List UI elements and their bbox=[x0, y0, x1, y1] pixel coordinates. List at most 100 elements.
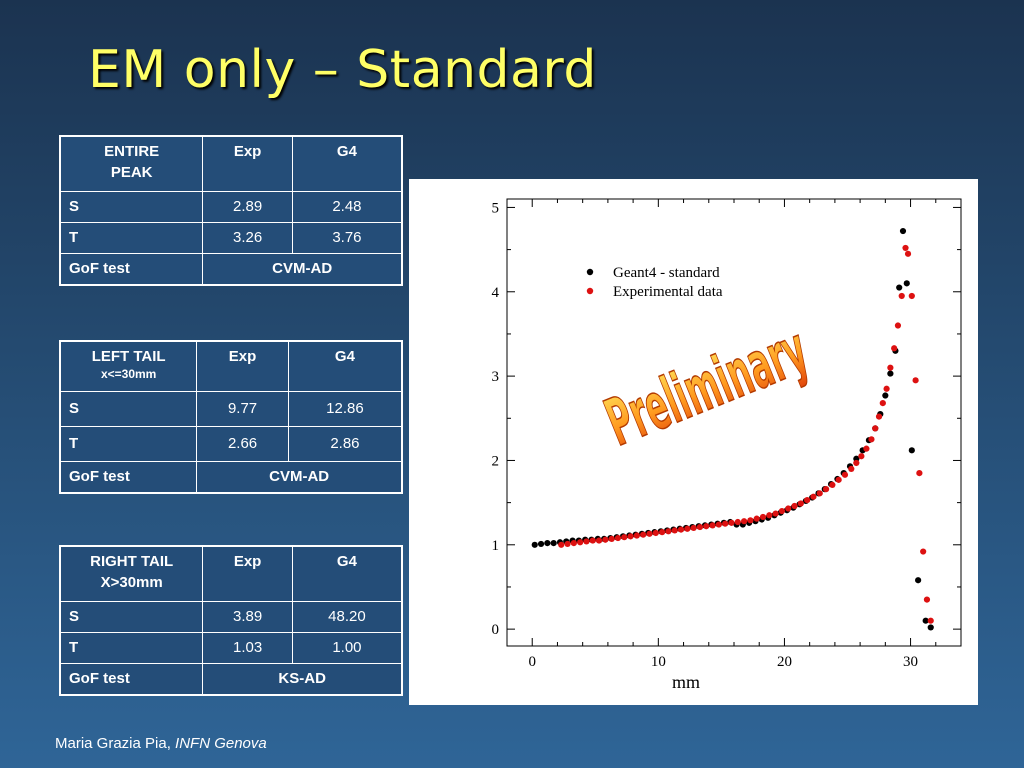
table-row: S 3.89 48.20 bbox=[59, 600, 403, 633]
data-point bbox=[810, 493, 817, 500]
data-point bbox=[848, 465, 855, 472]
table-header-row: ENTIRE PEAK Exp G4 bbox=[59, 135, 403, 192]
table-row: T 3.26 3.76 bbox=[59, 221, 403, 254]
series-experimental bbox=[558, 244, 934, 624]
scatter-chart: 0 10 20 30 0 1 2 3 4 5 mm Preliminary Geant4 - stand… bbox=[492, 198, 962, 692]
data-point bbox=[537, 540, 545, 548]
data-point bbox=[772, 510, 779, 517]
g4-value: 3.76 bbox=[291, 221, 403, 254]
table-row: T 1.03 1.00 bbox=[59, 631, 403, 664]
data-point bbox=[677, 526, 685, 533]
header-line-1: ENTIRE bbox=[104, 143, 160, 160]
exp-value: 2.66 bbox=[196, 425, 289, 462]
header-line-2: PEAK bbox=[110, 164, 153, 181]
x-tick-label: 20 bbox=[777, 654, 792, 670]
data-point bbox=[882, 392, 889, 399]
data-point bbox=[908, 447, 915, 454]
data-point bbox=[778, 507, 786, 515]
data-point bbox=[544, 540, 551, 547]
entire-peak-table: ENTIRE PEAK Exp G4 S 2.89 2.48 T 3.26 3.… bbox=[59, 135, 403, 286]
data-point bbox=[759, 513, 767, 521]
data-point bbox=[583, 538, 590, 545]
footer: Maria Grazia Pia, INFN Genova bbox=[55, 735, 267, 752]
footer-author: Maria Grazia Pia, bbox=[55, 735, 171, 752]
g4-value: 48.20 bbox=[291, 600, 403, 633]
data-point bbox=[804, 496, 811, 504]
data-point bbox=[595, 537, 603, 544]
data-point bbox=[589, 537, 596, 544]
data-point bbox=[709, 522, 716, 529]
data-point bbox=[875, 413, 883, 420]
data-point bbox=[785, 505, 792, 512]
data-point bbox=[863, 445, 870, 452]
data-point bbox=[903, 280, 910, 287]
data-point bbox=[659, 529, 666, 536]
data-point bbox=[665, 528, 672, 535]
data-point bbox=[887, 370, 894, 377]
header-g4: G4 bbox=[287, 340, 403, 392]
exp-value: 2.89 bbox=[202, 190, 293, 223]
data-point bbox=[722, 520, 729, 527]
table-row: GoF test CVM-AD bbox=[59, 252, 403, 285]
g4-value: 12.86 bbox=[287, 390, 403, 427]
data-point bbox=[894, 322, 902, 329]
data-point bbox=[531, 541, 538, 548]
gof-label: GoF test bbox=[59, 460, 198, 493]
row-label: T bbox=[59, 425, 198, 462]
data-point bbox=[883, 385, 890, 392]
data-point bbox=[899, 227, 907, 235]
data-point bbox=[652, 529, 659, 537]
legend-marker bbox=[586, 268, 594, 276]
data-point bbox=[766, 512, 773, 519]
gof-value: KS-AD bbox=[202, 662, 403, 695]
exp-value: 9.77 bbox=[196, 390, 289, 427]
row-label: S bbox=[59, 390, 198, 427]
y-tick-label: 4 bbox=[492, 285, 500, 301]
table-row: T 2.66 2.86 bbox=[59, 425, 403, 462]
row-label: T bbox=[59, 631, 204, 664]
header-line-1: LEFT TAIL bbox=[91, 348, 166, 365]
plot-panel: 0 10 20 30 0 1 2 3 4 5 mm Preliminary Geant4 - stand… bbox=[409, 179, 978, 705]
data-point bbox=[747, 517, 754, 524]
data-point bbox=[896, 284, 903, 291]
data-point bbox=[887, 364, 894, 371]
data-point bbox=[564, 540, 571, 548]
slide-title: EM only – Standard bbox=[88, 40, 597, 100]
data-point bbox=[646, 530, 653, 537]
data-point bbox=[898, 292, 905, 300]
table-row: GoF test CVM-AD bbox=[59, 460, 403, 493]
data-point bbox=[829, 481, 836, 489]
table-header-row: LEFT TAIL x<=30mm Exp G4 bbox=[59, 340, 403, 392]
header-line-2: X>30mm bbox=[100, 574, 163, 591]
data-point bbox=[920, 548, 927, 555]
header-exp: Exp bbox=[202, 135, 293, 192]
data-point bbox=[868, 436, 875, 443]
legend-marker bbox=[586, 287, 594, 295]
table-row: S 9.77 12.86 bbox=[59, 390, 403, 427]
data-point bbox=[550, 540, 557, 547]
header-g4: G4 bbox=[291, 545, 403, 602]
gof-label: GoF test bbox=[59, 662, 204, 695]
data-point bbox=[621, 534, 628, 541]
x-axis-label: mm bbox=[672, 672, 700, 692]
plot-frame bbox=[506, 198, 962, 647]
data-point bbox=[922, 617, 929, 624]
data-point bbox=[715, 521, 722, 528]
data-point bbox=[891, 345, 898, 352]
data-point bbox=[908, 292, 915, 300]
table-header-label: RIGHT TAIL X>30mm bbox=[59, 545, 204, 602]
x-tick-label: 30 bbox=[903, 654, 918, 670]
row-label: S bbox=[59, 190, 204, 223]
data-point bbox=[684, 525, 691, 532]
data-point bbox=[614, 534, 622, 542]
data-point bbox=[841, 471, 849, 478]
data-point bbox=[577, 539, 584, 546]
data-point bbox=[904, 250, 912, 257]
header-exp: Exp bbox=[202, 545, 293, 602]
header-line-1: RIGHT TAIL bbox=[90, 553, 174, 570]
gof-label: GoF test bbox=[59, 252, 204, 285]
right-tail-table: RIGHT TAIL X>30mm Exp G4 S 3.89 48.20 T … bbox=[59, 545, 403, 696]
data-point bbox=[633, 532, 640, 539]
data-point bbox=[740, 518, 748, 525]
x-tick-label: 10 bbox=[651, 654, 666, 670]
